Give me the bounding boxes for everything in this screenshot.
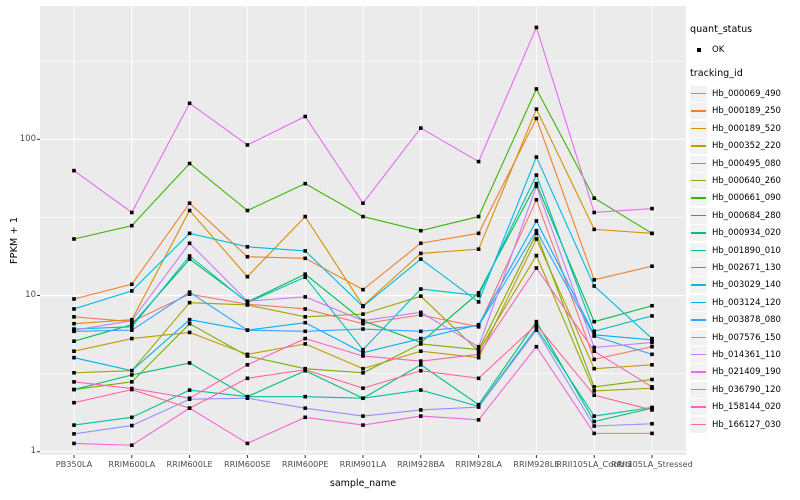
series-swatch-icon [690,329,707,346]
series-swatch-icon [690,155,707,172]
ok-point-icon [690,41,707,58]
x-tick-label-RRIM928LA: RRIM928LA [455,459,503,469]
legend-item-Hb_000352_220: Hb_000352_220 [690,138,800,155]
legend-label: Hb_000069_490 [712,89,781,100]
legend-label: Hb_002671_130 [712,262,781,273]
x-tick-label-RRII105LA_Stressed: RRII105LA_Stressed [611,459,693,469]
series-swatch-icon [690,225,707,242]
legend-item-Hb_003029_140: Hb_003029_140 [690,277,800,294]
legend-item-Hb_014361_110: Hb_014361_110 [690,346,800,363]
series-swatch-icon [690,259,707,276]
legend-label: Hb_166127_030 [712,419,781,430]
legend-label: Hb_000684_280 [712,210,781,221]
series-swatch-icon [690,294,707,311]
legend-quant-status-items: OK [690,41,800,58]
series-swatch-icon [690,190,707,207]
legend-item-Hb_007576_150: Hb_007576_150 [690,329,800,346]
legend-label: Hb_014361_110 [712,349,781,360]
series-swatch-icon [690,173,707,190]
series-swatch-icon [690,138,707,155]
legend-tracking-id-items: Hb_000069_490 Hb_000189_250 Hb_000189_520 H… [690,85,800,433]
legend-item-Hb_000189_520: Hb_000189_520 [690,120,800,137]
series-swatch-icon [690,381,707,398]
legend-label: Hb_003029_140 [712,280,781,291]
legend-title-quant-status: quant_status [690,24,753,35]
legend-label: Hb_158144_020 [712,402,781,413]
series-markers-Hb_014361_110 [72,184,654,350]
legend-label: Hb_007576_150 [712,332,781,343]
legend-label: Hb_000934_020 [712,228,781,239]
series-swatch-icon [690,103,707,120]
legend-item-Hb_000069_490: Hb_000069_490 [690,85,800,103]
series-swatch-icon [690,346,707,363]
x-tick-label-RRII105LA_Control: RRII105LA_Control [556,459,633,469]
series-markers-Hb_021409_190 [72,25,654,215]
series-swatch-icon [690,364,707,381]
legend-gap [690,58,800,68]
legend-item-Hb_002671_130: Hb_002671_130 [690,259,800,276]
x-tick-label-RRIM600PE: RRIM600PE [281,459,329,469]
x-tick-label-RRIM600SE: RRIM600SE [223,459,271,469]
x-axis-title: sample_name [329,478,397,489]
series-markers-Hb_003878_080 [72,228,654,357]
y-axis-title: FPKM + 1 [9,216,20,264]
legend-label: Hb_000661_090 [712,193,781,204]
series-swatch-icon [690,207,707,224]
legend-label: Hb_000495_080 [712,158,781,169]
legend-label: OK [712,44,725,55]
legend-item-quant-status: OK [690,41,800,58]
legend-label: Hb_036790_120 [712,384,781,395]
legend-item-Hb_001890_010: Hb_001890_010 [690,242,800,259]
legend-label: Hb_003124_120 [712,297,781,308]
y-tick-label: 1 [30,446,36,457]
y-tick-label: 10 [25,290,36,300]
legend-label: Hb_003878_080 [712,315,781,326]
y-tick-label: 100 [19,133,36,144]
legend-item-Hb_000661_090: Hb_000661_090 [690,190,800,207]
legend-label: Hb_000189_520 [712,123,781,134]
legend-item-Hb_000934_020: Hb_000934_020 [690,225,800,242]
series-swatch-icon [690,120,707,137]
legend-item-Hb_036790_120: Hb_036790_120 [690,381,800,398]
legend-item-Hb_000640_260: Hb_000640_260 [690,172,800,190]
legend-item-Hb_158144_020: Hb_158144_020 [690,398,800,416]
series-swatch-icon [690,86,707,103]
legend-item-Hb_000684_280: Hb_000684_280 [690,207,800,224]
series-markers-Hb_000661_090 [72,87,654,241]
x-tick-label-RRIM928LE: RRIM928LE [513,459,560,469]
x-tick-label-PB350LA: PB350LA [55,459,93,469]
legend-title-tracking-id: tracking_id [690,68,743,80]
legend-item-Hb_003878_080: Hb_003878_080 [690,311,800,329]
x-tick-label-RRIM928BA: RRIM928BA [396,459,445,469]
series-swatch-icon [690,242,707,259]
legend-item-Hb_000189_250: Hb_000189_250 [690,103,800,120]
legend-label: Hb_000640_260 [712,176,781,187]
legend-item-Hb_166127_030: Hb_166127_030 [690,416,800,433]
series-swatch-icon [690,312,707,329]
legend-label: Hb_021409_190 [712,367,781,378]
series-markers-Hb_000189_250 [72,116,654,301]
x-tick-label-RRIM600LE: RRIM600LE [166,459,213,469]
x-tick-label-RRIM600LA: RRIM600LA [108,459,156,469]
series-swatch-icon [690,277,707,294]
series-swatch-icon [690,399,707,416]
legend-label: Hb_001890_010 [712,245,781,256]
series-swatch-icon [690,416,707,433]
series-markers-Hb_166127_030 [72,322,654,412]
legend: quant_status OK tracking_id Hb_000069_49… [690,24,800,433]
legend-item-Hb_000495_080: Hb_000495_080 [690,155,800,172]
legend-label: Hb_000189_250 [712,106,781,117]
legend-label: Hb_000352_220 [712,141,781,152]
x-tick-label-RRIM901LA: RRIM901LA [339,459,387,469]
legend-item-Hb_003124_120: Hb_003124_120 [690,294,800,311]
legend-item-Hb_021409_190: Hb_021409_190 [690,364,800,381]
